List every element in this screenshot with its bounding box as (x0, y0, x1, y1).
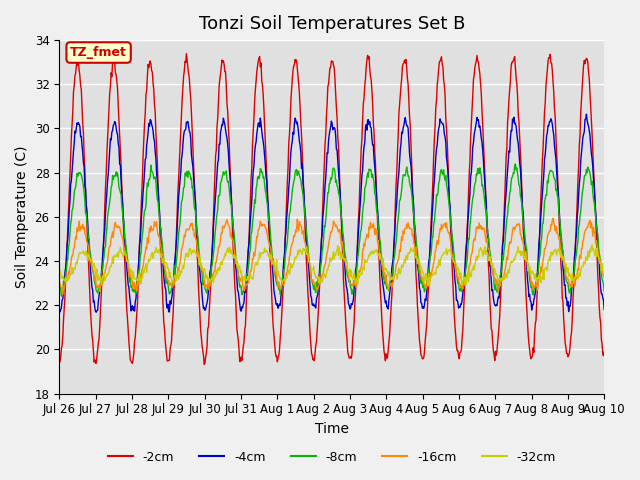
-4cm (220, 119, 228, 124)
-16cm (549, 216, 557, 221)
Y-axis label: Soil Temperature (C): Soil Temperature (C) (15, 145, 29, 288)
-16cm (120, 245, 128, 251)
Text: TZ_fmet: TZ_fmet (70, 46, 127, 59)
-8cm (600, 288, 608, 294)
-32cm (588, 242, 596, 248)
-2cm (269, 310, 276, 316)
-2cm (389, 261, 397, 266)
-16cm (56, 279, 63, 285)
-2cm (600, 349, 608, 355)
-8cm (247, 230, 255, 236)
-4cm (419, 304, 427, 310)
Legend: -2cm, -4cm, -8cm, -16cm, -32cm: -2cm, -4cm, -8cm, -16cm, -32cm (102, 446, 561, 469)
-4cm (56, 306, 63, 312)
Line: -2cm: -2cm (60, 54, 604, 364)
-8cm (388, 270, 396, 276)
-2cm (56, 359, 63, 364)
-4cm (92, 309, 100, 315)
-4cm (120, 220, 128, 226)
-2cm (120, 218, 127, 224)
-4cm (268, 257, 276, 263)
-32cm (220, 256, 227, 262)
-2cm (420, 355, 428, 361)
Line: -16cm: -16cm (60, 218, 604, 294)
-32cm (419, 268, 426, 274)
-2cm (200, 361, 208, 367)
-8cm (220, 172, 228, 178)
-2cm (248, 165, 255, 171)
-32cm (267, 252, 275, 258)
-16cm (600, 275, 608, 280)
-16cm (220, 225, 228, 231)
-4cm (388, 260, 396, 266)
-8cm (511, 161, 519, 167)
-8cm (268, 246, 276, 252)
-16cm (268, 253, 276, 259)
-4cm (247, 207, 255, 213)
-32cm (120, 253, 127, 259)
Line: -32cm: -32cm (60, 245, 604, 286)
-16cm (419, 276, 427, 282)
Line: -8cm: -8cm (60, 164, 604, 296)
-8cm (56, 288, 63, 294)
-8cm (419, 285, 427, 291)
-32cm (388, 276, 396, 282)
-16cm (59, 291, 67, 297)
X-axis label: Time: Time (315, 422, 349, 436)
-16cm (388, 280, 396, 286)
-32cm (56, 267, 63, 273)
Title: Tonzi Soil Temperatures Set B: Tonzi Soil Temperatures Set B (198, 15, 465, 33)
-4cm (600, 307, 608, 312)
-8cm (58, 293, 65, 299)
-16cm (247, 268, 255, 274)
-32cm (246, 271, 254, 276)
-2cm (221, 69, 228, 74)
-4cm (582, 111, 590, 117)
Line: -4cm: -4cm (60, 114, 604, 312)
-2cm (182, 51, 190, 57)
-8cm (120, 219, 128, 225)
-32cm (600, 269, 608, 275)
-32cm (426, 283, 433, 288)
